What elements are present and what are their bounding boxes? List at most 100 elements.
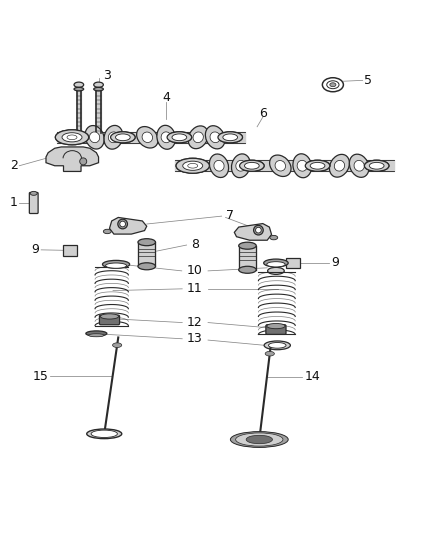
- Ellipse shape: [91, 430, 117, 438]
- Ellipse shape: [236, 160, 246, 171]
- Ellipse shape: [236, 433, 283, 446]
- Ellipse shape: [218, 132, 243, 143]
- Ellipse shape: [137, 126, 158, 148]
- Ellipse shape: [233, 432, 286, 447]
- Ellipse shape: [85, 126, 104, 149]
- Ellipse shape: [167, 132, 192, 143]
- Ellipse shape: [264, 341, 290, 350]
- Ellipse shape: [354, 160, 364, 171]
- Ellipse shape: [106, 263, 127, 268]
- Ellipse shape: [305, 160, 330, 171]
- Ellipse shape: [88, 334, 104, 337]
- Ellipse shape: [86, 331, 107, 336]
- Ellipse shape: [193, 132, 203, 143]
- Ellipse shape: [310, 163, 325, 169]
- Ellipse shape: [142, 132, 152, 142]
- Ellipse shape: [55, 130, 88, 145]
- Ellipse shape: [239, 266, 256, 273]
- Ellipse shape: [188, 164, 198, 168]
- Text: 9: 9: [331, 256, 339, 270]
- Text: 12: 12: [187, 316, 203, 329]
- Ellipse shape: [67, 135, 77, 140]
- Ellipse shape: [176, 158, 209, 173]
- Ellipse shape: [267, 262, 285, 267]
- Ellipse shape: [293, 154, 311, 177]
- Ellipse shape: [183, 161, 203, 171]
- Ellipse shape: [138, 263, 155, 270]
- Ellipse shape: [329, 155, 350, 177]
- FancyBboxPatch shape: [286, 258, 300, 268]
- Ellipse shape: [74, 87, 84, 91]
- Ellipse shape: [116, 134, 130, 141]
- Ellipse shape: [350, 154, 369, 177]
- Ellipse shape: [188, 126, 208, 149]
- Ellipse shape: [223, 134, 237, 141]
- FancyBboxPatch shape: [99, 315, 120, 325]
- Ellipse shape: [67, 135, 77, 140]
- Ellipse shape: [94, 87, 103, 91]
- Ellipse shape: [240, 160, 264, 171]
- Ellipse shape: [244, 163, 259, 169]
- Ellipse shape: [183, 161, 203, 171]
- Ellipse shape: [30, 191, 37, 195]
- Ellipse shape: [240, 160, 264, 171]
- Ellipse shape: [94, 82, 103, 87]
- Polygon shape: [110, 217, 147, 234]
- Ellipse shape: [270, 155, 291, 176]
- Ellipse shape: [118, 219, 127, 229]
- Ellipse shape: [108, 132, 119, 143]
- Ellipse shape: [223, 134, 237, 141]
- Ellipse shape: [110, 132, 135, 143]
- Ellipse shape: [74, 82, 84, 87]
- Ellipse shape: [275, 160, 286, 171]
- Ellipse shape: [364, 160, 389, 171]
- Text: 15: 15: [32, 369, 48, 383]
- Text: 1: 1: [10, 197, 18, 209]
- FancyBboxPatch shape: [63, 245, 77, 255]
- Ellipse shape: [138, 239, 155, 246]
- Ellipse shape: [209, 154, 229, 177]
- Ellipse shape: [239, 242, 256, 249]
- Ellipse shape: [254, 225, 263, 235]
- Text: 14: 14: [304, 370, 320, 383]
- Ellipse shape: [113, 343, 122, 348]
- Ellipse shape: [172, 134, 187, 141]
- Text: 10: 10: [187, 264, 203, 277]
- Ellipse shape: [104, 125, 123, 149]
- Ellipse shape: [267, 324, 285, 329]
- Ellipse shape: [157, 125, 176, 149]
- FancyBboxPatch shape: [266, 325, 286, 334]
- Ellipse shape: [305, 160, 330, 171]
- Text: 7: 7: [226, 209, 234, 222]
- Ellipse shape: [214, 160, 224, 171]
- Ellipse shape: [102, 260, 130, 268]
- Text: 11: 11: [187, 282, 203, 295]
- Ellipse shape: [172, 134, 187, 141]
- Ellipse shape: [161, 132, 171, 143]
- Ellipse shape: [330, 83, 336, 87]
- Ellipse shape: [110, 132, 135, 143]
- Ellipse shape: [369, 163, 384, 169]
- Ellipse shape: [103, 229, 111, 233]
- Ellipse shape: [120, 221, 125, 227]
- Ellipse shape: [322, 78, 343, 92]
- Ellipse shape: [297, 160, 307, 171]
- Ellipse shape: [188, 164, 198, 168]
- Ellipse shape: [334, 160, 345, 171]
- Ellipse shape: [62, 133, 82, 142]
- Ellipse shape: [205, 126, 225, 149]
- Text: 2: 2: [10, 159, 18, 172]
- Ellipse shape: [230, 432, 288, 447]
- Ellipse shape: [100, 314, 119, 319]
- Ellipse shape: [246, 435, 272, 443]
- Ellipse shape: [310, 163, 325, 169]
- Ellipse shape: [116, 134, 130, 141]
- Text: 3: 3: [103, 69, 111, 83]
- Ellipse shape: [232, 154, 250, 177]
- Text: 4: 4: [162, 91, 170, 104]
- Text: 9: 9: [32, 244, 39, 256]
- Ellipse shape: [244, 163, 259, 169]
- Ellipse shape: [167, 132, 192, 143]
- Ellipse shape: [270, 236, 278, 240]
- Polygon shape: [46, 147, 99, 172]
